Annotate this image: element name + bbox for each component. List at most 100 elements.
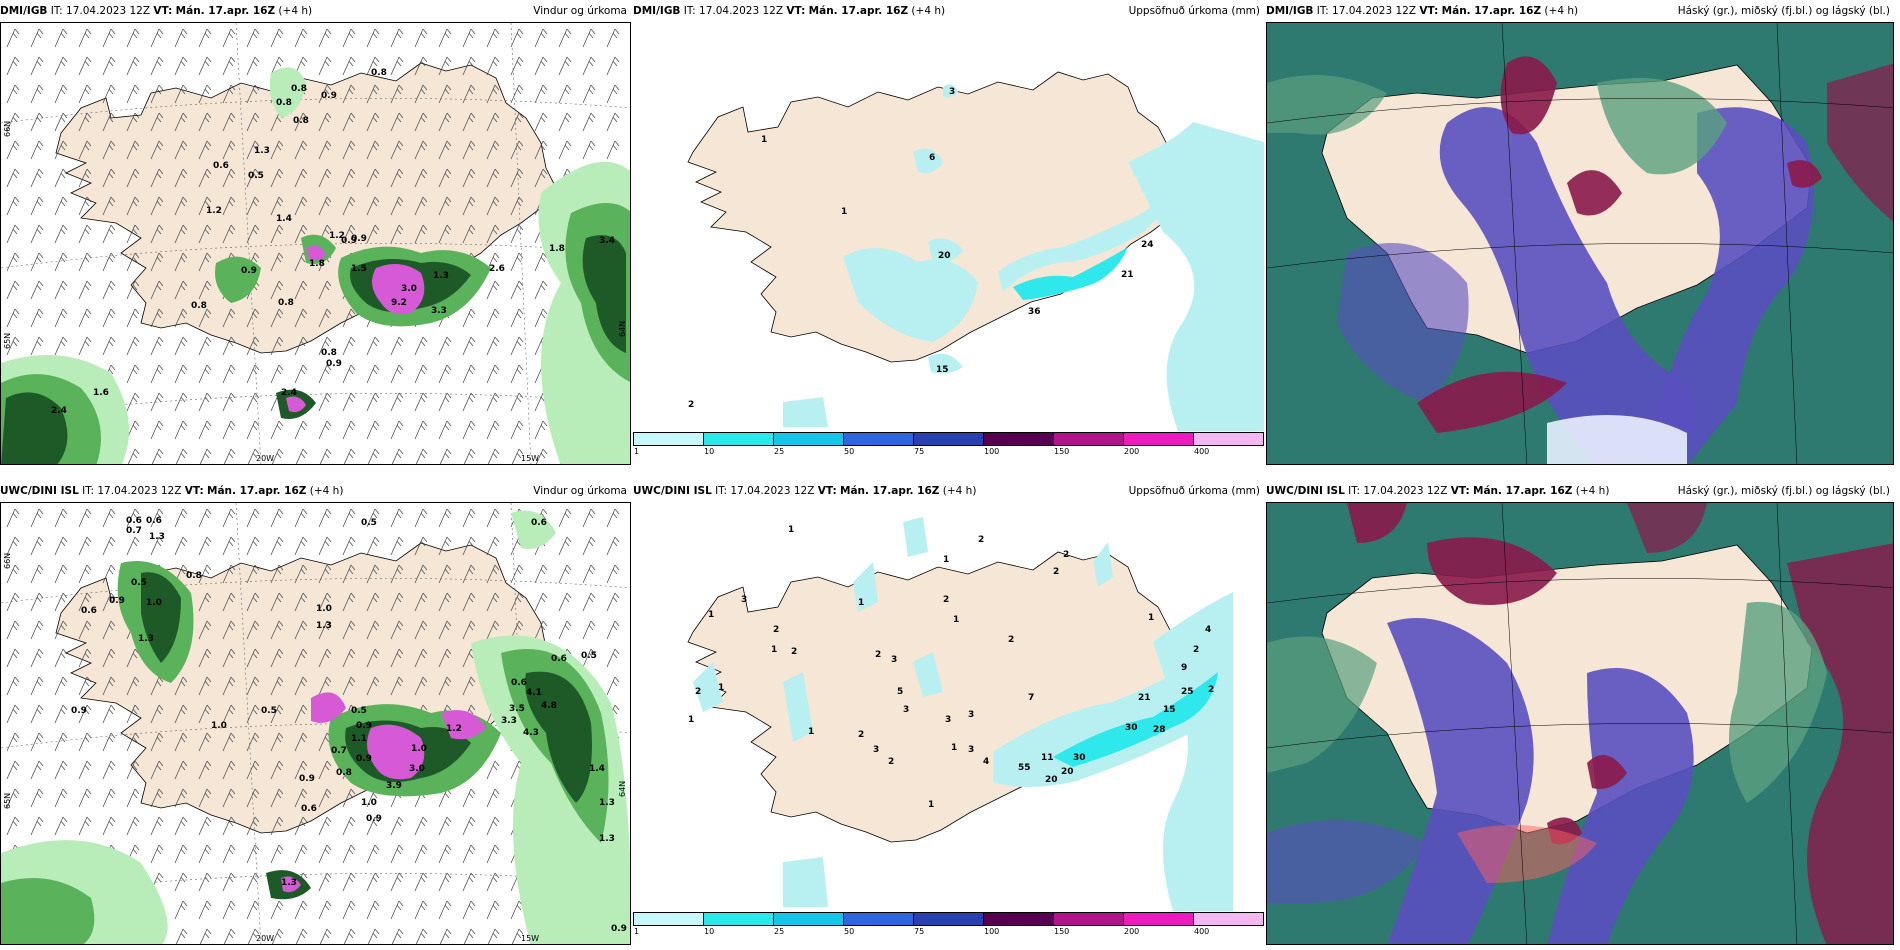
precip-value-labels: 0.8 0.9 0.8 0.8 1.3 0.6 0.5 1.2 1.4 1.2 … [51, 68, 615, 416]
value-label: 6 [929, 153, 935, 163]
value-label: 3 [891, 655, 897, 665]
value-label: 2 [791, 647, 797, 657]
lead-time: (+4 h) [309, 485, 344, 497]
value-label: 0.6 [126, 516, 142, 526]
panel-title: Uppsöfnuð úrkoma (mm) [1128, 5, 1260, 17]
model-name: DMI/IGB [633, 5, 681, 17]
legend-tick: 400 [1194, 447, 1210, 456]
value-label: 1 [788, 525, 794, 535]
vt-value: Mán. 17.apr. 16Z [1473, 485, 1573, 497]
value-label: 0.9 [351, 234, 367, 244]
value-label: 0.9 [356, 754, 372, 764]
legend-swatch [984, 433, 1054, 445]
value-label: 3.3 [431, 306, 447, 316]
value-label: 2 [875, 650, 881, 660]
map-area[interactable]: 1 2 2 1 2 3 1 1 2 2 1 2 2 3 2 1 1 5 3 3 [633, 502, 1264, 911]
value-label: 3 [968, 710, 974, 720]
iceland-land [687, 551, 1186, 843]
value-label: 2 [1208, 685, 1214, 695]
panel-title: Vindur og úrkoma [533, 5, 627, 17]
value-label: 0.9 [341, 236, 357, 246]
value-label: 3 [903, 705, 909, 715]
value-label: 1.2 [329, 231, 345, 241]
map-svg: 0.6 0.6 1.3 0.7 0.5 0.6 0.5 0.8 0.9 1.0 … [1, 503, 630, 944]
precip-legend: 1 10 25 50 75 100 150 200 400 [633, 912, 1264, 936]
value-label: 3 [968, 745, 974, 755]
model-name: DMI/IGB [0, 5, 48, 17]
value-label: 1.5 [351, 264, 367, 274]
value-label: 30 [1125, 723, 1138, 733]
vt-label: VT: [786, 5, 806, 17]
value-label: 55 [1018, 763, 1031, 773]
value-label: 3.0 [401, 284, 417, 294]
value-label: 0.7 [126, 526, 142, 536]
legend-swatch [634, 913, 704, 925]
value-label: 4.8 [541, 701, 557, 711]
axis-label-15w: 15W [521, 454, 539, 463]
legend-swatch [1124, 913, 1194, 925]
value-label: 5 [897, 687, 903, 697]
accum-areas [693, 517, 1233, 911]
lead-time: (+4 h) [1575, 485, 1610, 497]
value-label: 25 [1181, 687, 1194, 697]
value-label: 1.8 [549, 244, 565, 254]
panel-header: DMI/IGB IT: 17.04.2023 12Z VT: Mán. 17.a… [1266, 0, 1894, 22]
legend-tick: 100 [984, 927, 1000, 936]
it-value: 17.04.2023 12Z [730, 485, 815, 497]
axis-label-20w: 20W [256, 454, 274, 463]
value-label: 1.4 [589, 764, 605, 774]
value-label: 9 [1181, 663, 1187, 673]
axis-label-65n: 65N [3, 793, 12, 809]
cloud-areas [1267, 503, 1893, 944]
vt-value: Mán. 17.apr. 16Z [808, 5, 909, 17]
map-area[interactable] [1266, 22, 1894, 465]
axis-label-15w: 15W [521, 934, 539, 943]
value-label: 0.9 [241, 266, 257, 276]
value-label: 1 [771, 645, 777, 655]
graticule [1267, 503, 1893, 944]
vt-value: Mán. 17.apr. 16Z [840, 485, 940, 497]
map-area[interactable] [1266, 502, 1894, 945]
map-svg [1267, 503, 1893, 944]
value-label: 0.8 [291, 84, 307, 94]
axis-label-66n: 66N [3, 553, 12, 569]
value-label: 1 [953, 615, 959, 625]
value-label: 21 [1138, 693, 1151, 703]
value-label: 1.3 [138, 634, 154, 644]
legend-tick: 100 [984, 447, 1000, 456]
value-label: 3 [945, 715, 951, 725]
it-value: 17.04.2023 12Z [66, 5, 151, 17]
value-label: 2 [695, 687, 701, 697]
map-area[interactable]: 3 1 6 1 20 36 24 21 15 2 [633, 22, 1264, 431]
legend-tick: 1 [634, 927, 640, 936]
lead-time: (+4 h) [1544, 5, 1579, 17]
it-label: IT: [50, 5, 63, 17]
value-label: 0.8 [321, 348, 337, 358]
value-label: 0.6 [146, 516, 162, 526]
value-label: 3.0 [409, 764, 425, 774]
value-label: 1.4 [276, 214, 292, 224]
map-area[interactable]: 0.6 0.6 1.3 0.7 0.5 0.6 0.5 0.8 0.9 1.0 … [0, 502, 631, 945]
panel-title: Háský (gr.), miðský (fj.bl.) og lágský (… [1677, 485, 1890, 497]
value-label: 1 [928, 800, 934, 810]
value-label: 1.8 [309, 259, 325, 269]
value-label: 3 [741, 595, 747, 605]
value-label: 2 [943, 595, 949, 605]
value-label: 4 [1205, 625, 1211, 635]
value-label: 2 [688, 400, 694, 410]
value-label: 1.0 [411, 744, 427, 754]
map-svg: 1 2 2 1 2 3 1 1 2 2 1 2 2 3 2 1 1 5 3 3 [687, 517, 1233, 911]
legend-tick: 200 [1124, 927, 1140, 936]
legend-colorbar [633, 432, 1264, 446]
value-label: 0.5 [248, 171, 264, 181]
panel-uwc-accum-precip: UWC/DINI ISL IT: 17.04.2023 12Z VT: Mán.… [633, 480, 1264, 945]
it-label: IT: [82, 485, 95, 497]
legend-swatch [1054, 433, 1124, 445]
it-value: 17.04.2023 12Z [1363, 485, 1448, 497]
map-area[interactable]: 0.8 0.9 0.8 0.8 1.3 0.6 0.5 1.2 1.4 1.2 … [0, 22, 631, 465]
value-label: 0.5 [351, 706, 367, 716]
legend-swatch [914, 433, 984, 445]
legend-swatch [704, 433, 774, 445]
value-label: 0.6 [551, 654, 567, 664]
value-label: 0.6 [301, 804, 317, 814]
